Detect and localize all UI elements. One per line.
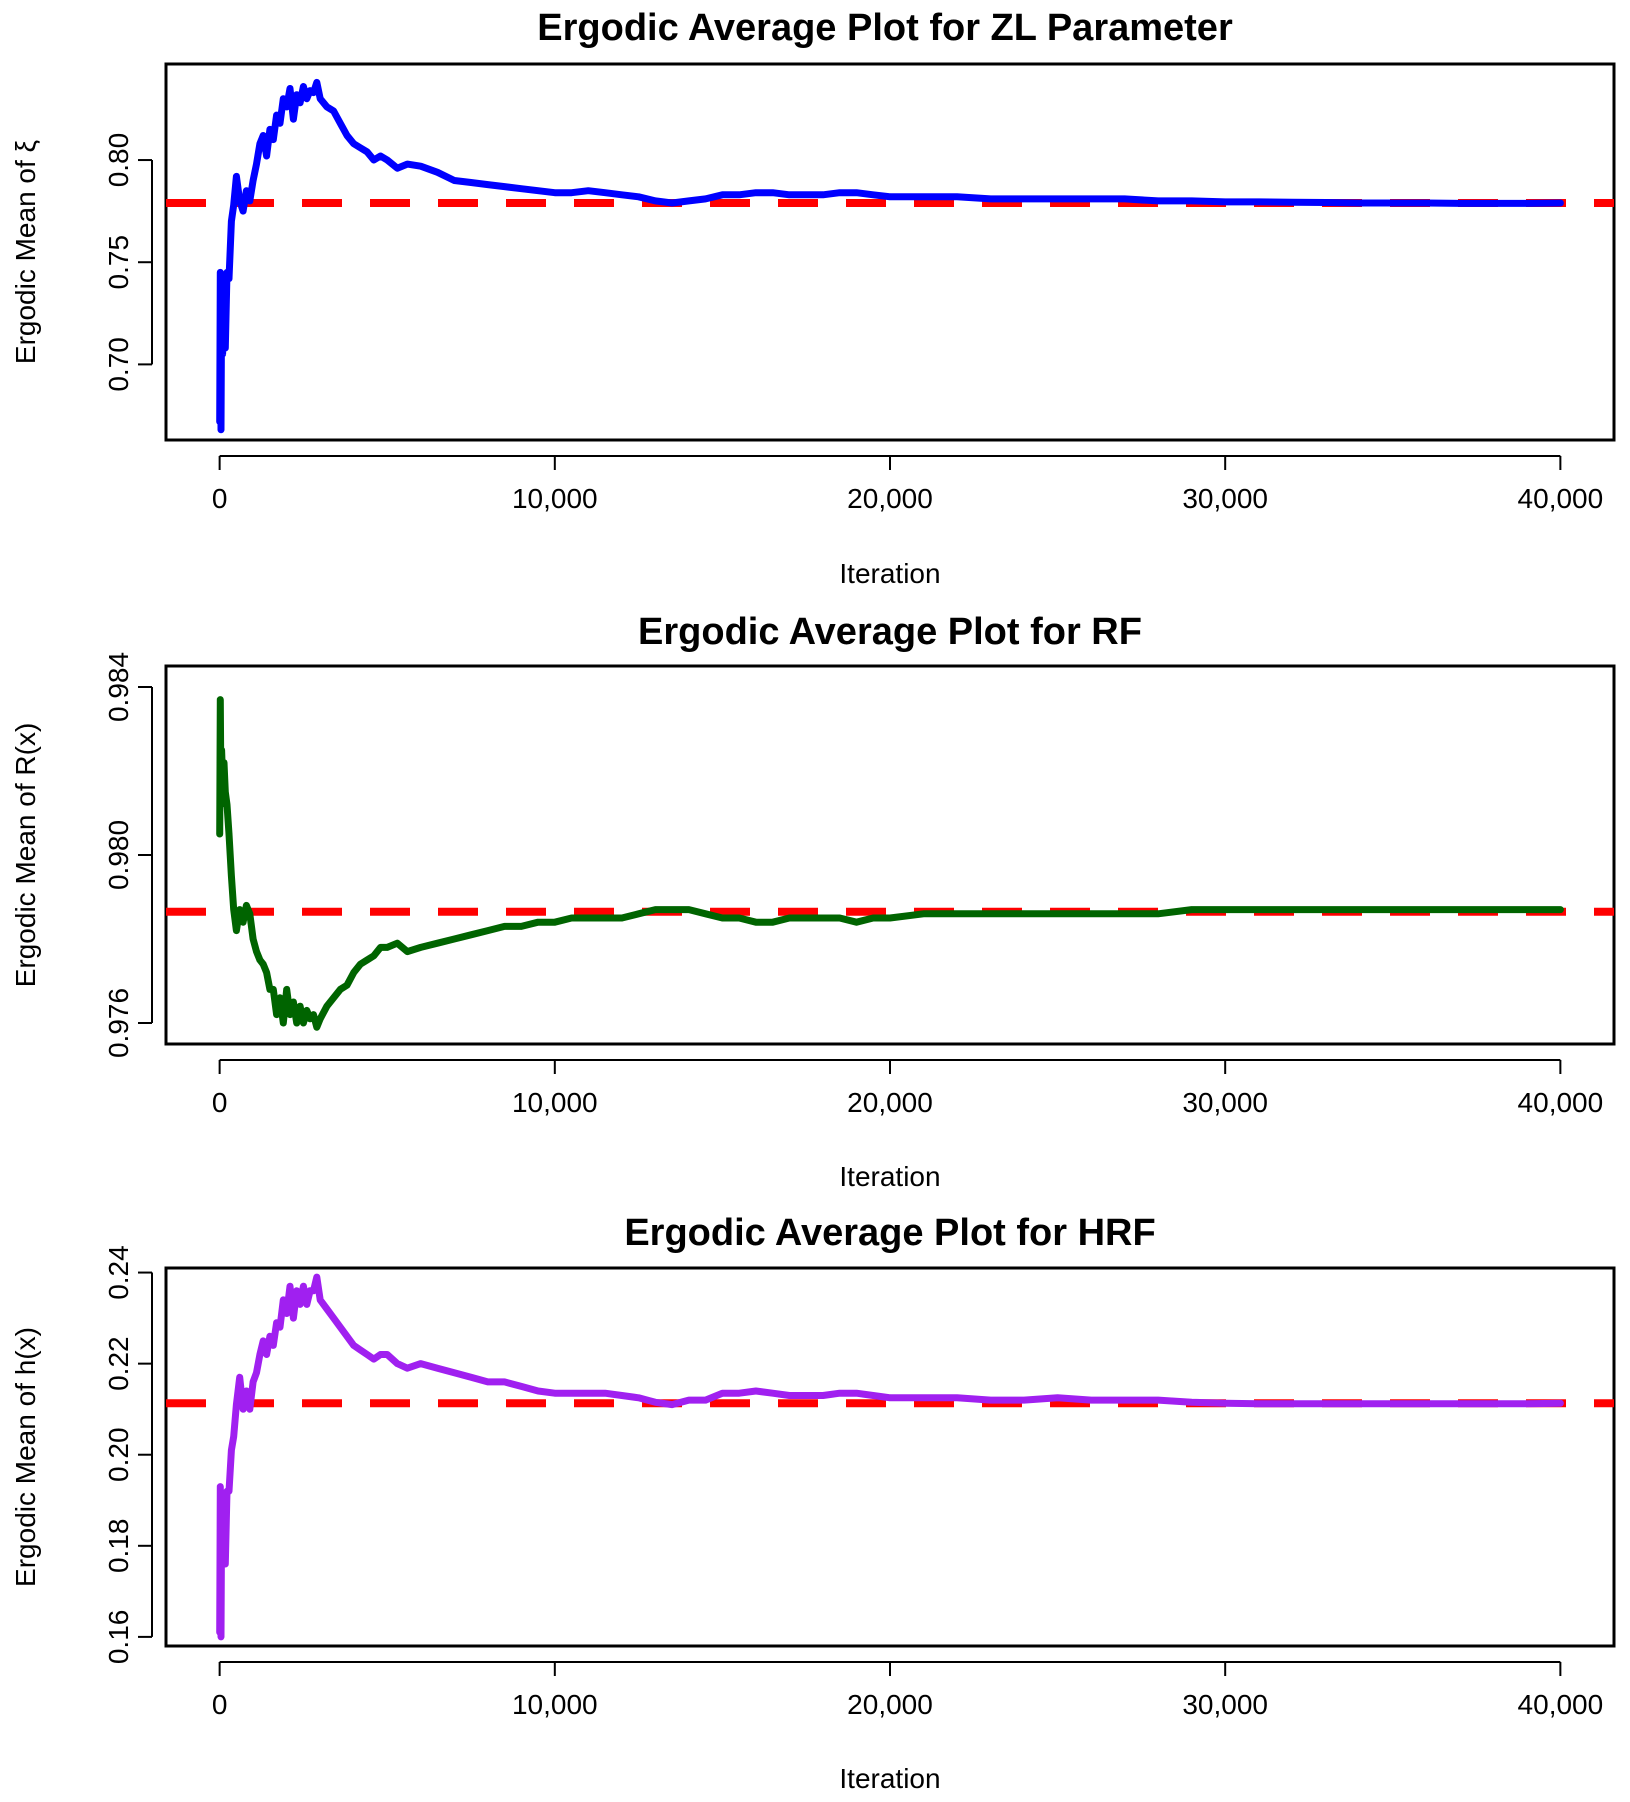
y-tick-label: 0.18 <box>103 1519 134 1574</box>
series-line <box>216 1273 1564 1641</box>
x-tick-label: 20,000 <box>847 1087 933 1118</box>
x-tick-label: 0 <box>212 1087 228 1118</box>
plot-frame <box>164 62 1616 442</box>
y-axis-label: Ergodic Mean of ξ <box>10 140 41 364</box>
x-tick-label: 40,000 <box>1518 483 1604 514</box>
y-tick-label: 0.980 <box>103 820 134 890</box>
chart-title: Ergodic Average Plot for ZL Parameter <box>537 7 1233 49</box>
series-group <box>216 78 1564 434</box>
y-tick-label: 0.16 <box>103 1610 134 1665</box>
y-tick-label: 0.22 <box>103 1336 134 1391</box>
y-tick-label: 0.70 <box>103 337 134 392</box>
y-tick-label: 0.80 <box>103 133 134 188</box>
x-tick-label: 30,000 <box>1182 483 1268 514</box>
x-axis: 0 10,000 20,000 30,000 40,000 <box>212 1661 1604 1720</box>
x-tick-label: 10,000 <box>512 1689 598 1720</box>
x-tick-label: 30,000 <box>1182 1689 1268 1720</box>
x-tick-label: 40,000 <box>1518 1087 1604 1118</box>
y-axis-label: Ergodic Mean of h(x) <box>10 1327 41 1587</box>
series-group <box>216 1273 1564 1641</box>
x-tick-label: 0 <box>212 483 228 514</box>
y-tick-label: 0.24 <box>103 1245 134 1300</box>
x-tick-label: 40,000 <box>1518 1689 1604 1720</box>
y-tick-label: 0.976 <box>103 988 134 1058</box>
y-axis: 0.70 0.75 0.80 <box>103 133 153 392</box>
plot-frame <box>164 1266 1616 1648</box>
x-axis: 0 10,000 20,000 30,000 40,000 <box>212 455 1604 514</box>
x-axis: 0 10,000 20,000 30,000 40,000 <box>212 1059 1604 1118</box>
x-tick-label: 20,000 <box>847 1689 933 1720</box>
x-axis-label: Iteration <box>839 1763 940 1794</box>
chart-title: Ergodic Average Plot for HRF <box>624 1212 1155 1254</box>
x-axis-label: Iteration <box>839 1161 940 1192</box>
plot-frame <box>164 664 1616 1046</box>
y-axis: 0.976 0.980 0.984 <box>103 652 153 1058</box>
x-tick-label: 0 <box>212 1689 228 1720</box>
y-tick-label: 0.984 <box>103 652 134 722</box>
x-tick-label: 30,000 <box>1182 1087 1268 1118</box>
y-tick-label: 0.75 <box>103 235 134 290</box>
panel-rf: Ergodic Average Plot for RF 0 10,000 20,00… <box>10 611 1616 1192</box>
x-tick-label: 20,000 <box>847 483 933 514</box>
series-line <box>216 696 1564 1031</box>
x-axis-label: Iteration <box>839 558 940 589</box>
x-tick-label: 10,000 <box>512 1087 598 1118</box>
chart-title: Ergodic Average Plot for RF <box>638 611 1142 653</box>
series-line <box>216 78 1564 434</box>
y-tick-label: 0.20 <box>103 1427 134 1482</box>
y-axis-label: Ergodic Mean of R(x) <box>10 723 41 988</box>
panel-zl-parameter: Ergodic Average Plot for ZL Parameter 0 1… <box>10 7 1616 589</box>
y-axis: 0.16 0.18 0.20 0.22 0.24 <box>103 1245 153 1665</box>
series-group <box>216 696 1564 1031</box>
panel-hrf: Ergodic Average Plot for HRF 0 10,000 20,0… <box>10 1212 1616 1794</box>
x-tick-label: 10,000 <box>512 483 598 514</box>
